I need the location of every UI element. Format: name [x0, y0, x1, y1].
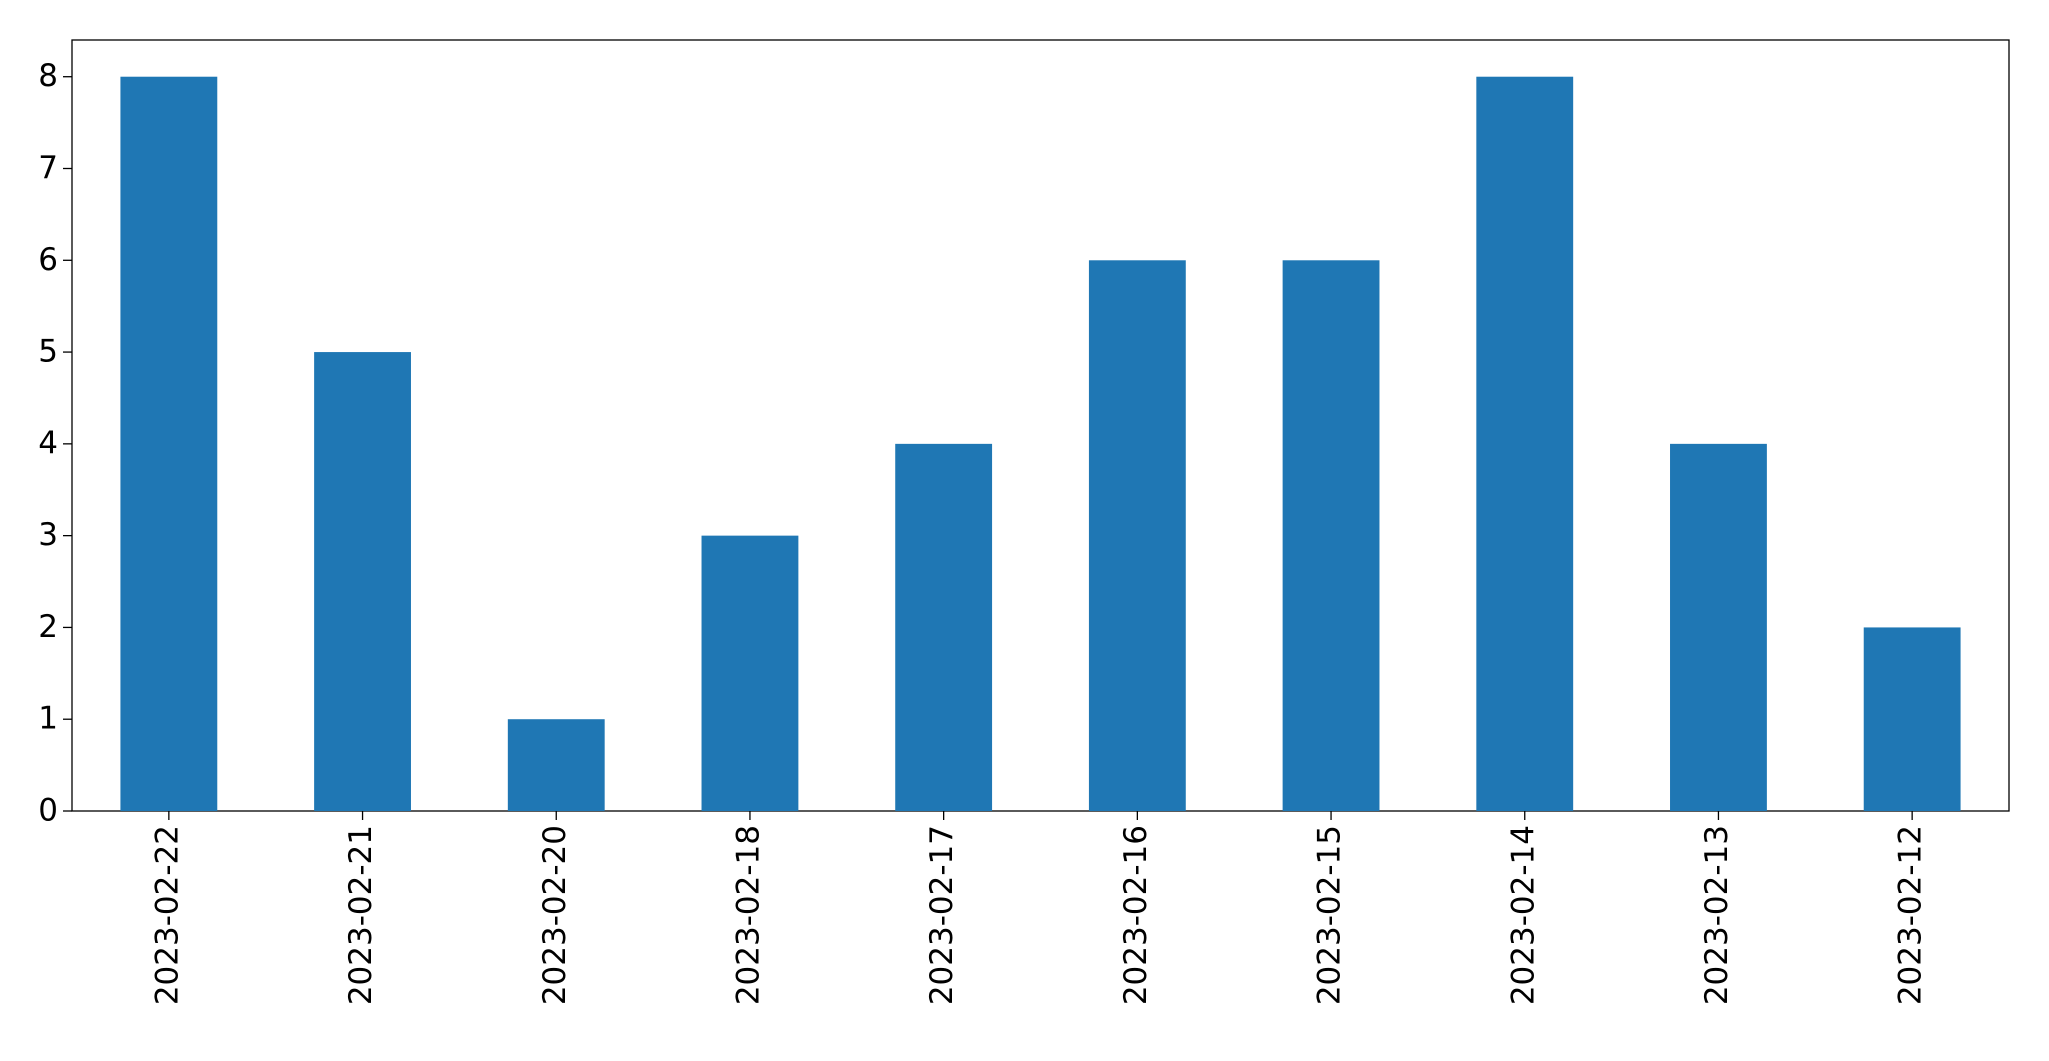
- y-tick-label: 7: [38, 150, 58, 186]
- bar: [1670, 443, 1767, 811]
- y-tick-label: 3: [38, 517, 58, 553]
- y-tick-label: 6: [38, 242, 58, 278]
- axes-frame: [71, 39, 2010, 812]
- x-tick-label: 2023-02-12: [1893, 825, 1929, 1005]
- bar: [1282, 260, 1380, 811]
- bar: [701, 535, 799, 811]
- x-tick-label: 2023-02-17: [924, 825, 960, 1005]
- x-tick-label: 2023-02-21: [343, 825, 379, 1005]
- bar: [1476, 76, 1574, 811]
- bar: [120, 76, 218, 811]
- y-tick-label: 1: [38, 701, 58, 737]
- x-tick-label: 2023-02-13: [1699, 825, 1735, 1005]
- x-tick-label: 2023-02-22: [149, 825, 185, 1005]
- y-tick-label: 5: [38, 334, 58, 370]
- y-tick-label: 0: [38, 793, 58, 829]
- bar: [314, 352, 411, 811]
- y-tick-label: 8: [38, 58, 58, 94]
- x-tick-label: 2023-02-16: [1118, 825, 1154, 1005]
- bar: [1088, 260, 1186, 811]
- bar: [895, 443, 993, 811]
- x-tick-label: 2023-02-14: [1505, 825, 1541, 1005]
- bar: [507, 719, 605, 811]
- x-tick-label: 2023-02-15: [1312, 825, 1348, 1005]
- y-tick-label: 2: [38, 609, 58, 645]
- y-tick-label: 4: [38, 425, 58, 461]
- x-tick-label: 2023-02-20: [537, 825, 573, 1005]
- x-tick-label: 2023-02-18: [730, 825, 766, 1005]
- bar: [1863, 627, 1961, 811]
